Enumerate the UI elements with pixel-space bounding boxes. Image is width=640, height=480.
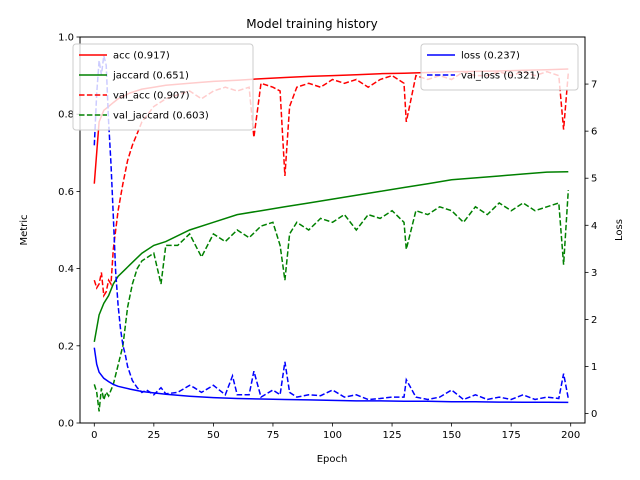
legend-label: val_loss (0.321) (461, 71, 540, 82)
x-tick-label: 175 (502, 430, 521, 441)
legend-box (72, 43, 254, 131)
x-tick-label: 75 (267, 430, 280, 441)
series-line-4 (93, 190, 570, 412)
x-tick-label: 100 (323, 430, 342, 441)
legend-box (420, 43, 579, 91)
y-tick-label: 1.0 (58, 33, 74, 44)
legend-right: loss (0.237) val_loss (0.321) (420, 43, 579, 91)
x-tick-label: 0 (91, 430, 97, 441)
chart-title: Model training history (246, 17, 377, 31)
legend-label: jaccard (0.651) (112, 71, 189, 82)
series-line-2 (93, 170, 569, 343)
legend-label: loss (0.237) (461, 51, 520, 62)
y2-axis-label: Loss (614, 219, 625, 241)
x-tick-label: 50 (207, 430, 220, 441)
y2-tick-label: 0 (591, 409, 597, 420)
x-tick-label: 200 (561, 430, 580, 441)
y-axis-ticks: 0.0 0.2 0.4 0.6 0.8 1.0 (58, 33, 80, 430)
y2-tick-label: 7 (591, 80, 597, 91)
y2-tick-label: 3 (591, 268, 597, 279)
legend-label: val_jaccard (0.603) (113, 111, 209, 122)
series-line-5 (93, 347, 569, 404)
y2-axis-ticks: 0 1 2 3 4 5 6 7 (585, 80, 597, 420)
y2-tick-label: 1 (591, 362, 597, 373)
legend-label: val_acc (0.907) (113, 91, 190, 102)
y2-tick-label: 2 (591, 315, 597, 326)
y-tick-label: 0.2 (58, 341, 74, 352)
series-line-6 (93, 55, 570, 401)
x-tick-label: 150 (442, 430, 461, 441)
x-axis-label: Epoch (317, 454, 348, 465)
y-tick-label: 0.4 (58, 264, 74, 275)
y-tick-label: 0.0 (58, 419, 74, 430)
y-tick-label: 0.6 (58, 187, 74, 198)
y2-tick-label: 6 (591, 127, 597, 138)
y2-tick-label: 4 (591, 221, 597, 232)
y-axis-label: Metric (19, 214, 30, 245)
x-tick-label: 125 (383, 430, 402, 441)
legend-label: acc (0.917) (113, 51, 170, 62)
x-axis-ticks: 0 25 50 75 100 125 150 175 200 (91, 423, 580, 441)
y-tick-label: 0.8 (58, 110, 74, 121)
y2-tick-label: 5 (591, 174, 597, 185)
legend-left: acc (0.917) jaccard (0.651) val_acc (0.907… (72, 43, 254, 131)
x-tick-label: 25 (147, 430, 160, 441)
